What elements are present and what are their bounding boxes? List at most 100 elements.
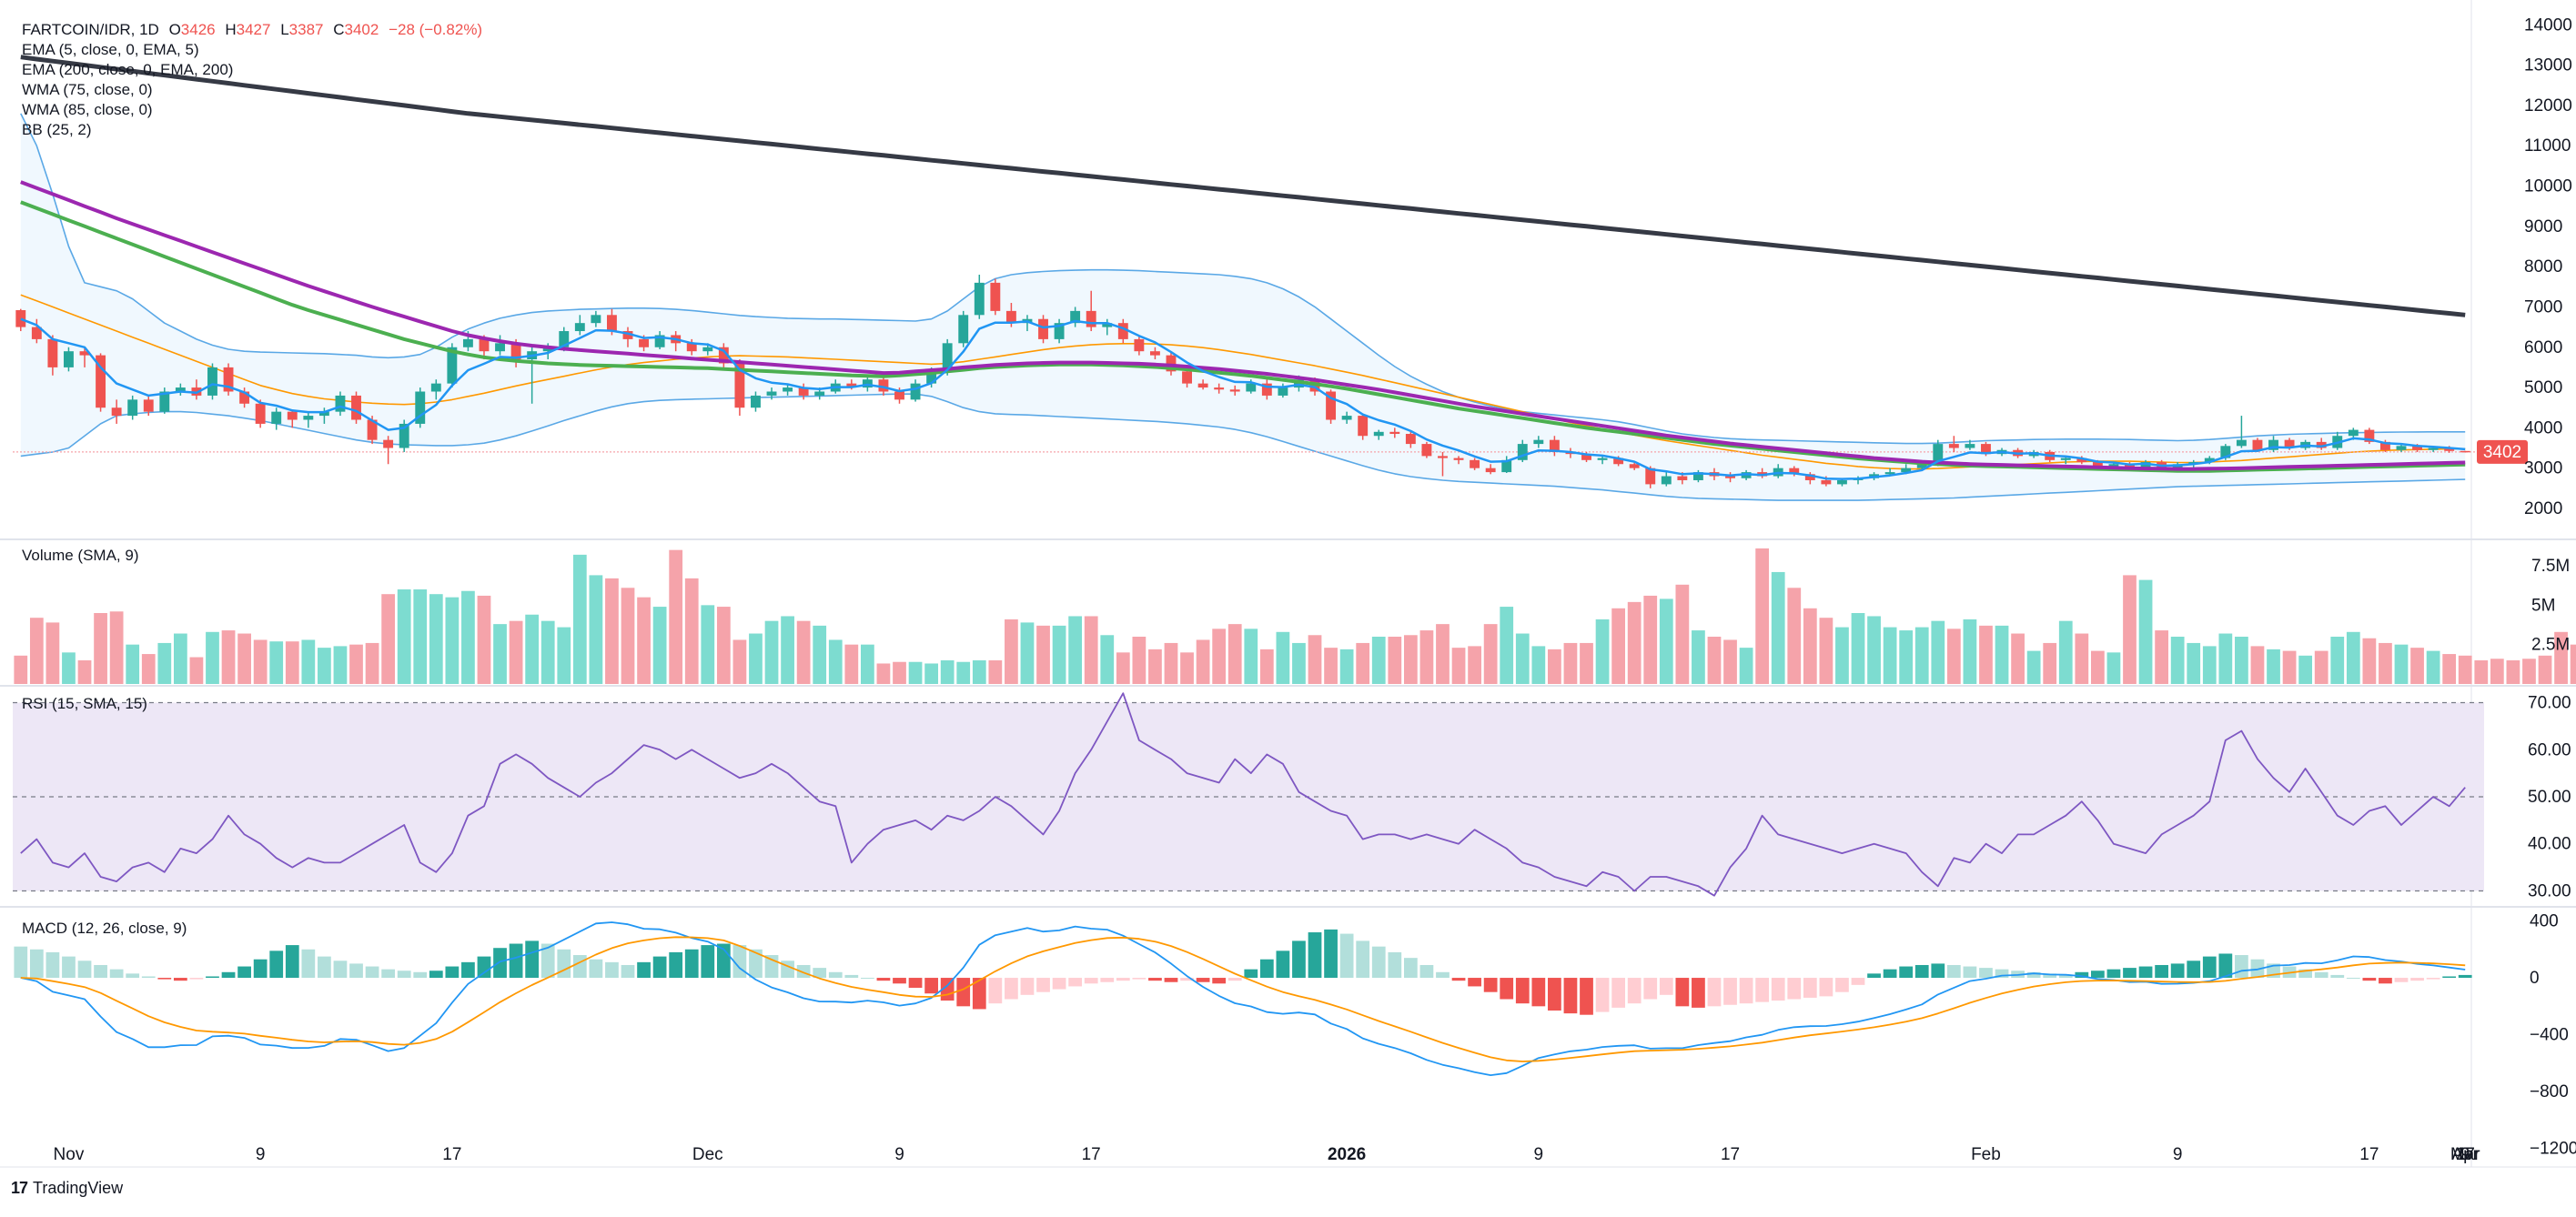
macd-histogram-bar — [1292, 940, 1306, 979]
macd-histogram-bar — [1259, 959, 1274, 979]
candle-body — [462, 338, 473, 347]
candle — [1086, 290, 1096, 332]
rsi-legend[interactable]: RSI (15, SMA, 15) — [22, 695, 147, 712]
price-tick-label: 2000 — [2524, 499, 2562, 518]
volume-bar — [2362, 638, 2377, 684]
volume-bar — [2187, 642, 2201, 684]
candle — [1102, 318, 1113, 336]
volume-bar — [764, 620, 779, 684]
macd-histogram-bar — [1946, 964, 1961, 979]
candle-body — [1086, 310, 1096, 327]
macd-histogram-bar — [1931, 963, 1945, 979]
price-tick-label: 7000 — [2524, 297, 2562, 317]
macd-histogram-bar — [924, 978, 938, 994]
volume-tick-label: 7.5M — [2531, 557, 2570, 576]
tradingview-logo[interactable]: 17 TradingView — [11, 1179, 123, 1198]
candle — [2364, 427, 2375, 445]
volume-bar — [1068, 616, 1083, 684]
macd-line — [20, 921, 2466, 1076]
symbol-label[interactable]: FARTCOIN/IDR, 1D — [22, 21, 159, 38]
macd-legend[interactable]: MACD (12, 26, close, 9) — [22, 920, 187, 937]
axes: 2000300040005000600070008000900010000110… — [54, 15, 2576, 1164]
time-tick-label: Feb — [1971, 1145, 2001, 1164]
volume-bar — [1867, 616, 1881, 684]
volume-bar — [1787, 588, 1802, 684]
volume-bar — [269, 641, 284, 684]
legend-wma75[interactable]: WMA (75, close, 0) — [22, 81, 153, 98]
candle-body — [783, 387, 793, 392]
volume-bar — [477, 595, 491, 684]
candle-body — [2140, 462, 2151, 468]
macd-histogram-bar — [94, 964, 107, 979]
macd-histogram-bar — [2458, 974, 2472, 979]
volume-bar — [1611, 608, 1625, 684]
candle — [974, 275, 985, 319]
volume-bar — [1308, 635, 1322, 684]
volume-bar — [525, 614, 540, 684]
volume-bar — [2474, 660, 2489, 684]
candle — [734, 359, 745, 417]
bollinger-upper-line — [20, 113, 2466, 445]
candle-body — [1358, 416, 1369, 437]
candle-body — [654, 335, 665, 347]
volume-bar — [173, 633, 187, 684]
candle — [878, 375, 889, 396]
macd-histogram-bar — [1692, 978, 1705, 1008]
volume-bar — [1946, 629, 1961, 684]
macd-histogram-bar — [333, 961, 348, 979]
macd-histogram-bar — [1084, 978, 1098, 984]
macd-histogram-bar — [2187, 961, 2201, 979]
volume-bar — [429, 594, 443, 684]
volume-bar — [461, 590, 475, 684]
volume-bar — [2330, 637, 2345, 684]
candle-body — [1341, 416, 1352, 420]
volume-bar — [1259, 649, 1274, 684]
macd-histogram-bar — [1356, 940, 1370, 979]
candle — [127, 395, 138, 420]
macd-histogram-bar — [1835, 978, 1849, 992]
candle — [2236, 416, 2247, 448]
legend-bb[interactable]: BB (25, 2) — [22, 121, 92, 138]
volume-bar — [45, 622, 60, 684]
candle — [335, 391, 346, 417]
price-tick-label: 13000 — [2524, 56, 2572, 75]
volume-bar — [813, 625, 827, 684]
macd-histogram-bar — [988, 978, 1003, 1004]
candle — [159, 387, 170, 414]
macd-histogram-bar — [1979, 968, 1993, 979]
macd-histogram-bar — [1723, 978, 1737, 1005]
candle-body — [1054, 323, 1065, 339]
price-pane: 3402 — [13, 55, 2528, 501]
volume-bar — [2075, 633, 2089, 684]
candle-body — [942, 343, 953, 372]
macd-histogram-bar — [2442, 976, 2457, 979]
legend-ema5[interactable]: EMA (5, close, 0, EMA, 5) — [22, 41, 199, 58]
legend-ema200[interactable]: EMA (200, close, 0, EMA, 200) — [22, 61, 234, 78]
volume-bar — [1931, 620, 1945, 684]
candle — [2379, 439, 2390, 452]
macd-histogram-bar — [1403, 958, 1418, 979]
macd-histogram-bar — [1914, 964, 1929, 979]
volume-bar — [397, 589, 411, 684]
volume-bar — [333, 646, 348, 684]
candle-body — [1038, 318, 1048, 339]
volume-bar — [1276, 631, 1290, 684]
macd-histogram-bar — [126, 973, 140, 979]
volume-bar — [1116, 652, 1130, 684]
volume-legend[interactable]: Volume (SMA, 9) — [22, 547, 139, 564]
candle-body — [367, 419, 378, 440]
candle-body — [1517, 444, 1528, 460]
macd-histogram-bar — [605, 961, 619, 979]
macd-histogram-bar — [1515, 978, 1530, 1004]
candle — [2460, 450, 2470, 453]
volume-bar — [1356, 642, 1370, 684]
volume-bar — [1132, 637, 1147, 684]
legend-wma85[interactable]: WMA (85, close, 0) — [22, 101, 153, 118]
macd-histogram-bar — [109, 969, 124, 979]
volume-bar — [2426, 650, 2440, 684]
candle — [2316, 438, 2327, 450]
candle-body — [287, 411, 298, 420]
candle-body — [591, 315, 601, 324]
candle-body — [351, 395, 361, 420]
